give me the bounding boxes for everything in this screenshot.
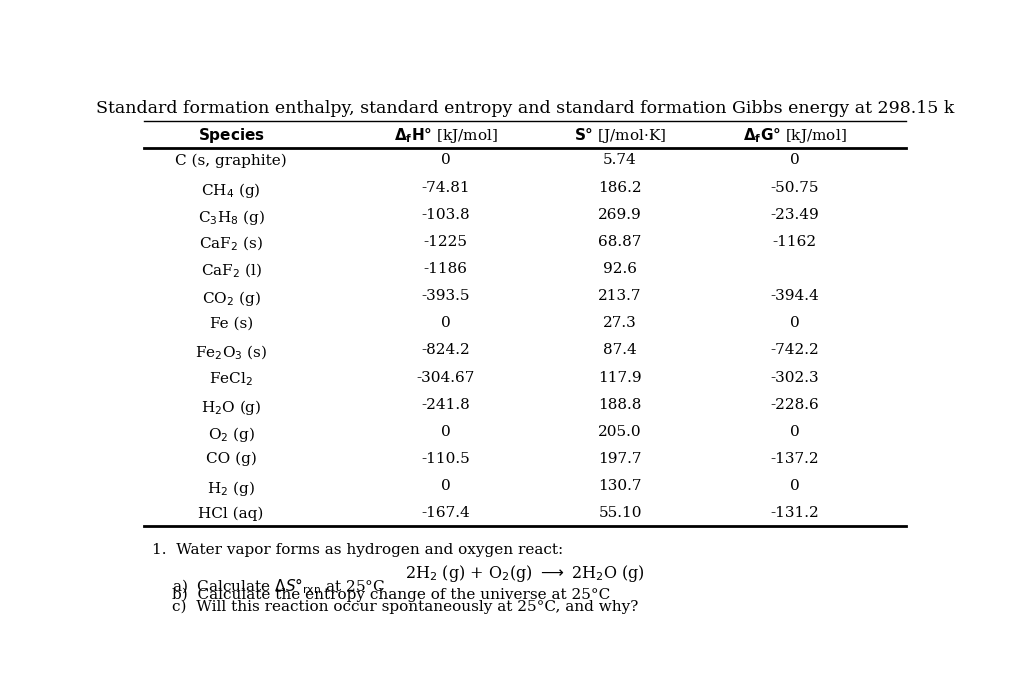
Text: 2H$_2$ (g) + O$_2$(g) $\longrightarrow$ 2H$_2$O (g): 2H$_2$ (g) + O$_2$(g) $\longrightarrow$ … (404, 563, 645, 584)
Text: -302.3: -302.3 (770, 371, 819, 384)
Text: c)  Will this reaction occur spontaneously at 25°C, and why?: c) Will this reaction occur spontaneousl… (172, 599, 638, 614)
Text: $\mathbf{Species}$: $\mathbf{Species}$ (198, 125, 265, 144)
Text: 0: 0 (790, 316, 800, 330)
Text: 87.4: 87.4 (603, 344, 637, 357)
Text: -167.4: -167.4 (421, 506, 470, 520)
Text: H$_2$ (g): H$_2$ (g) (207, 479, 255, 498)
Text: -241.8: -241.8 (421, 398, 470, 412)
Text: -1186: -1186 (424, 262, 467, 276)
Text: 27.3: 27.3 (603, 316, 637, 330)
Text: CaF$_2$ (s): CaF$_2$ (s) (199, 235, 263, 254)
Text: 5.74: 5.74 (603, 153, 637, 167)
Text: Fe (s): Fe (s) (210, 316, 253, 330)
Text: C$_3$H$_8$ (g): C$_3$H$_8$ (g) (198, 207, 265, 226)
Text: -393.5: -393.5 (421, 289, 470, 303)
Text: 0: 0 (790, 479, 800, 493)
Text: 0: 0 (790, 153, 800, 167)
Text: H$_2$O (g): H$_2$O (g) (201, 398, 261, 417)
Text: -137.2: -137.2 (770, 452, 819, 466)
Text: -742.2: -742.2 (770, 344, 819, 357)
Text: CH$_4$ (g): CH$_4$ (g) (202, 180, 261, 199)
Text: -74.81: -74.81 (421, 180, 470, 195)
Text: -1162: -1162 (772, 235, 817, 249)
Text: 0: 0 (440, 153, 451, 167)
Text: Fe$_2$O$_3$ (s): Fe$_2$O$_3$ (s) (195, 344, 267, 362)
Text: 92.6: 92.6 (603, 262, 637, 276)
Text: CO (g): CO (g) (206, 452, 257, 466)
Text: -304.67: -304.67 (416, 371, 475, 384)
Text: 186.2: 186.2 (598, 180, 642, 195)
Text: 0: 0 (790, 425, 800, 439)
Text: 0: 0 (440, 316, 451, 330)
Text: -50.75: -50.75 (770, 180, 819, 195)
Text: 213.7: 213.7 (598, 289, 642, 303)
Text: FeCl$_2$: FeCl$_2$ (209, 371, 253, 388)
Text: -228.6: -228.6 (770, 398, 819, 412)
Text: 117.9: 117.9 (598, 371, 642, 384)
Text: O$_2$ (g): O$_2$ (g) (208, 425, 255, 444)
Text: -103.8: -103.8 (421, 207, 470, 222)
Text: -131.2: -131.2 (770, 506, 819, 520)
Text: 197.7: 197.7 (598, 452, 642, 466)
Text: 205.0: 205.0 (598, 425, 642, 439)
Text: CO$_2$ (g): CO$_2$ (g) (202, 289, 260, 308)
Text: -23.49: -23.49 (770, 207, 819, 222)
Text: C (s, graphite): C (s, graphite) (175, 153, 287, 167)
Text: -110.5: -110.5 (421, 452, 470, 466)
Text: 0: 0 (440, 479, 451, 493)
Text: 0: 0 (440, 425, 451, 439)
Text: -824.2: -824.2 (421, 344, 470, 357)
Text: 130.7: 130.7 (598, 479, 642, 493)
Text: a)  Calculate $\Delta S°_{\mathrm{rxn}}$ at 25°C: a) Calculate $\Delta S°_{\mathrm{rxn}}$ … (172, 576, 385, 596)
Text: $\mathbf{\Delta_f G°}$ [kJ/mol]: $\mathbf{\Delta_f G°}$ [kJ/mol] (742, 125, 847, 144)
Text: 269.9: 269.9 (598, 207, 642, 222)
Text: 55.10: 55.10 (598, 506, 642, 520)
Text: Standard formation enthalpy, standard entropy and standard formation Gibbs energ: Standard formation enthalpy, standard en… (95, 100, 954, 117)
Text: -394.4: -394.4 (770, 289, 819, 303)
Text: -1225: -1225 (424, 235, 467, 249)
Text: $\mathbf{\Delta_f H°}$ [kJ/mol]: $\mathbf{\Delta_f H°}$ [kJ/mol] (393, 125, 498, 144)
Text: 1.  Water vapor forms as hydrogen and oxygen react:: 1. Water vapor forms as hydrogen and oxy… (152, 543, 563, 557)
Text: b)  Calculate the entropy change of the universe at 25°C: b) Calculate the entropy change of the u… (172, 588, 610, 602)
Text: 188.8: 188.8 (598, 398, 642, 412)
Text: HCl (aq): HCl (aq) (199, 506, 264, 521)
Text: 68.87: 68.87 (598, 235, 642, 249)
Text: $\mathbf{S°}$ [J/mol·K]: $\mathbf{S°}$ [J/mol·K] (574, 125, 666, 144)
Text: CaF$_2$ (l): CaF$_2$ (l) (201, 262, 262, 281)
